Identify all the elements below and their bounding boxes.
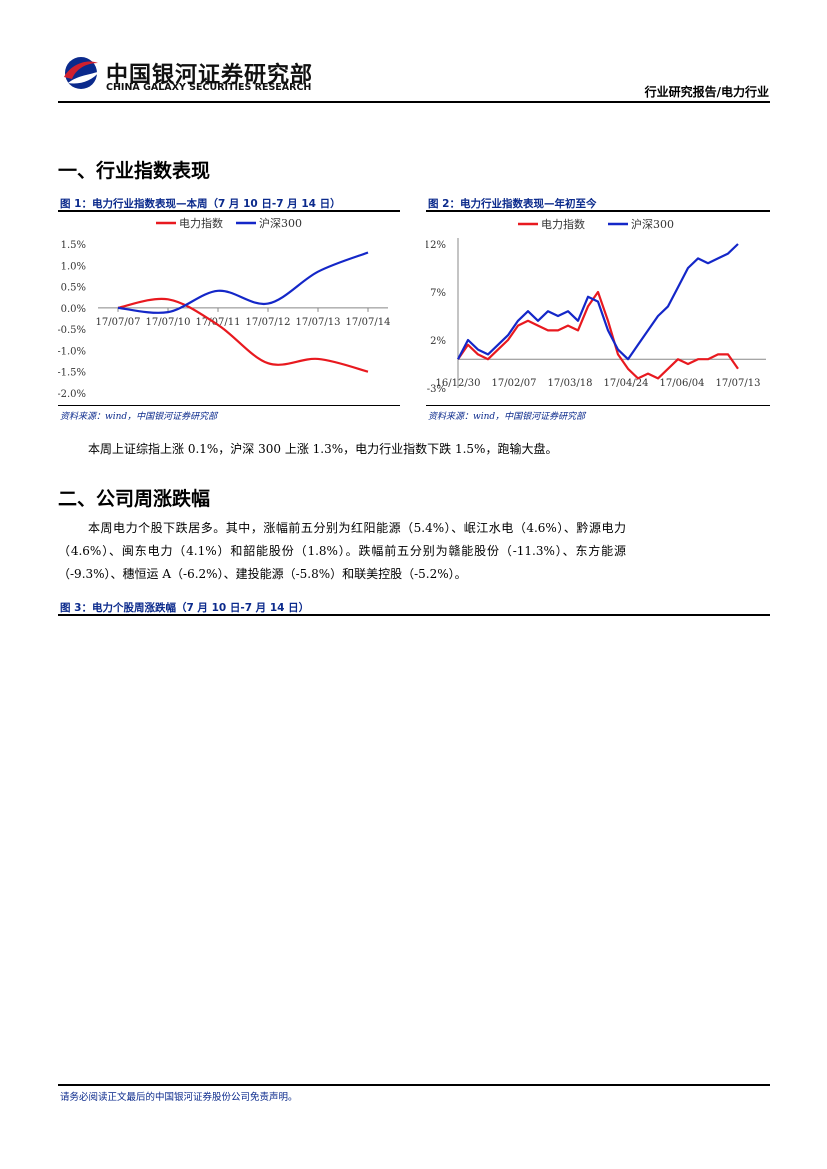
x-tick-label: 17/07/10 [146, 317, 191, 328]
report-type-label: 行业研究报告/电力行业 [644, 85, 769, 99]
header-divider [58, 101, 770, 103]
y-tick-label: -1.5% [58, 368, 86, 379]
legend-power-label: 电力指数 [541, 217, 585, 231]
footer-divider [58, 1084, 770, 1086]
y-tick-label: 12% [426, 240, 446, 251]
y-tick-label: 2% [430, 336, 446, 347]
paragraph-weekly-summary: 本周上证综指上涨 0.1%，沪深 300 上涨 1.3%，电力行业指数下跌 1.… [88, 442, 558, 456]
section-1-title: 一、行业指数表现 [58, 160, 211, 182]
x-tick-label: 17/04/24 [604, 378, 649, 389]
section-2-title: 二、公司周涨跌幅 [58, 488, 211, 510]
y-tick-label: 1.0% [61, 261, 86, 272]
x-tick-label: 17/07/11 [196, 317, 241, 328]
y-tick-label: -1.0% [58, 346, 86, 357]
chart-weekly-index: 电力指数 沪深300 1.5% 1.0% 0.5% 0.0% -0.5% -1.0% -1.… [58, 216, 391, 400]
power-index-line [117, 297, 369, 373]
hs300-line [117, 251, 369, 314]
figure-2-bottom-rule [426, 405, 770, 406]
y-tick-label: 1.5% [61, 240, 86, 251]
hs300-line [457, 243, 739, 361]
figure-1-bottom-rule [58, 405, 400, 406]
y-tick-label: -3% [427, 384, 446, 395]
legend-hs300-label: 沪深300 [631, 217, 674, 231]
logo-english-name: CHINA GALAXY SECURITIES RESEARCH [106, 82, 312, 93]
logo-emblem [64, 57, 100, 89]
power-index-line [457, 290, 739, 380]
x-tick-label: 17/07/13 [716, 378, 761, 389]
x-tick-label: 17/07/13 [296, 317, 341, 328]
y-tick-label: 0.0% [61, 304, 86, 315]
figure-2-source: 资料来源：wind，中国银河证券研究部 [428, 412, 586, 422]
x-tick-label: 17/02/07 [492, 378, 537, 389]
chart1-legend: 电力指数 沪深300 [156, 216, 302, 230]
chart2-legend: 电力指数 沪深300 [518, 217, 674, 231]
y-tick-label: 0.5% [61, 283, 86, 294]
x-tick-label: 17/07/07 [96, 317, 141, 328]
x-tick-label: 17/07/14 [346, 317, 391, 328]
y-tick-label: 7% [430, 288, 446, 299]
y-tick-label: -2.0% [58, 389, 86, 400]
footer-disclaimer: 请务必阅读正文最后的中国银河证券股份公司免责声明。 [60, 1092, 298, 1103]
y-tick-label: -0.5% [58, 325, 86, 336]
chart-ytd-index: 电力指数 沪深300 12%7%2%-3% 16/12/30 17/02/07 17… [426, 217, 766, 395]
figure-2-top-rule [426, 210, 770, 212]
legend-hs300-label: 沪深300 [259, 216, 302, 230]
figure-3-top-rule [58, 614, 770, 616]
x-tick-label: 17/03/18 [548, 378, 593, 389]
figure-1-top-rule [58, 210, 400, 212]
figure-1-source: 资料来源：wind，中国银河证券研究部 [60, 412, 218, 422]
figure-2-title: 图 2：电力行业指数表现—年初至今 [428, 198, 597, 210]
logo-chinese-name: 中国银河证券研究部 [106, 63, 314, 88]
figure-3-title: 图 3：电力个股周涨跌幅（7 月 10 日-7 月 14 日） [60, 602, 310, 614]
x-tick-label: 17/06/04 [660, 378, 705, 389]
paragraph-stock-moves: 本周电力个股下跌居多。其中，涨幅前五分别为红阳能源（5.4%）、岷江水电（4.6… [58, 521, 626, 581]
x-tick-label: 17/07/12 [246, 317, 291, 328]
figure-1-title: 图 1：电力行业指数表现—本周（7 月 10 日-7 月 14 日） [60, 198, 341, 210]
legend-power-label: 电力指数 [179, 216, 223, 230]
